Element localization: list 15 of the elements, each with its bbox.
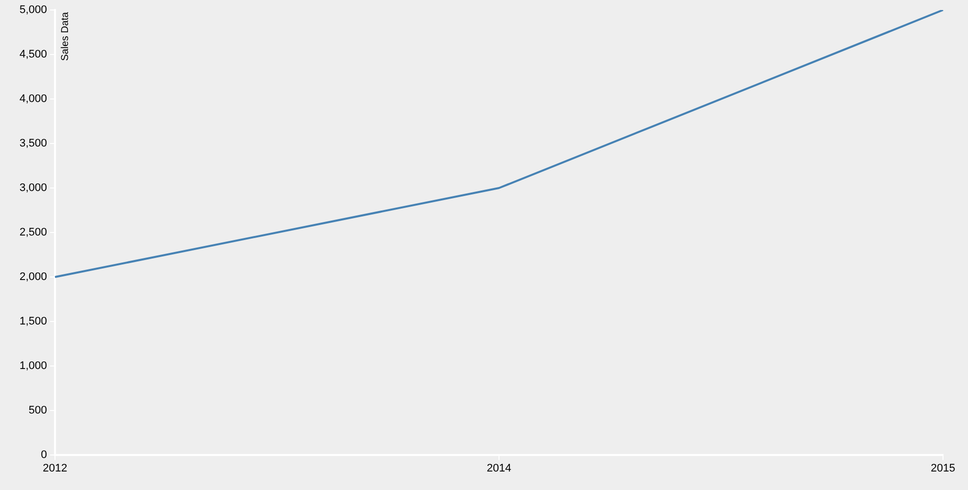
y-tick-label: 4,000 [19,93,47,106]
x-tick-label: 2015 [930,462,956,475]
y-axis-title: Sales Data [60,12,71,61]
x-tick-label: 2014 [486,462,512,475]
y-tick-label: 5,000 [19,4,47,16]
y-tick-label: 3,500 [19,138,47,150]
y-tick-label: 500 [28,404,47,417]
y-tick-label: 3,000 [19,182,47,194]
y-tick-label: 1,000 [19,360,47,372]
y-tick-label: 2,000 [19,271,47,284]
y-tick-label: 2,500 [19,226,47,239]
y-tick-label: 1,500 [19,316,47,328]
y-tick-label: 4,500 [19,48,47,61]
y-tick-label: 0 [40,449,47,462]
x-tick-label: 2012 [42,462,68,475]
